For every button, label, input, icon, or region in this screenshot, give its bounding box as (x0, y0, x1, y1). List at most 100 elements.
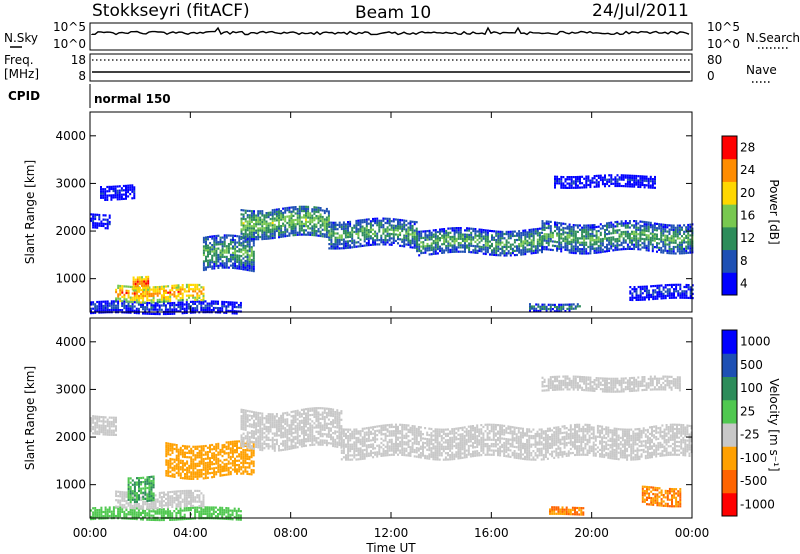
echo-cell (610, 223, 613, 226)
echo-cell (108, 304, 111, 307)
echo-cell (486, 233, 489, 236)
echo-cell (468, 235, 471, 239)
echo-cell (643, 177, 646, 180)
echo-cell (273, 211, 276, 214)
echo-cell (298, 212, 301, 215)
echo-cell (236, 254, 239, 257)
echo-cell (225, 467, 228, 470)
echo-cell (94, 517, 97, 520)
echo-cell (231, 307, 234, 311)
echo-cell (576, 175, 579, 179)
echo-cell (489, 240, 491, 243)
echo-cell (177, 459, 180, 462)
echo-cell (342, 225, 345, 228)
echo-cell (392, 218, 395, 221)
echo-cell (237, 518, 240, 521)
echo-cell (635, 296, 638, 299)
echo-cell (649, 241, 652, 244)
echo-cell (132, 280, 135, 283)
echo-cell (491, 251, 493, 254)
echo-cell (108, 431, 111, 434)
echo-cell (658, 246, 661, 249)
echo-cell (639, 248, 642, 251)
echo-cell (520, 242, 523, 245)
echo-cell (234, 247, 237, 250)
echo-cell (219, 470, 222, 473)
echo-cell (184, 453, 186, 456)
echo-cell (152, 312, 155, 315)
echo-cell (652, 297, 655, 301)
echo-cell (225, 511, 228, 514)
echo-cell (554, 182, 556, 185)
echo-cell (497, 237, 500, 240)
echo-cell (560, 241, 563, 244)
echo-cell (334, 238, 337, 242)
echo-cell (673, 294, 675, 297)
echo-cell (445, 232, 448, 235)
echo-cell (595, 247, 598, 250)
echo-cell (290, 210, 293, 213)
echo-cell (117, 514, 120, 518)
echo-cell (211, 463, 214, 466)
echo-cell (426, 238, 429, 241)
echo-cell (119, 510, 122, 513)
echo-cell (144, 497, 147, 501)
echo-cell (144, 301, 147, 304)
echo-cell (347, 240, 349, 243)
echo-cell (641, 296, 644, 299)
echo-cell (363, 233, 366, 236)
echo-cell (570, 305, 573, 308)
echo-cell (119, 515, 122, 518)
echo-cell (207, 263, 209, 267)
echo-cell (643, 233, 646, 236)
echo-cell (190, 464, 193, 468)
echo-cell (407, 237, 410, 240)
echo-cell (204, 472, 207, 475)
echo-cell (104, 424, 107, 428)
echo-cell (522, 244, 525, 247)
echo-cell (626, 174, 629, 177)
echo-cell (215, 460, 218, 463)
echo-cell (225, 509, 228, 512)
echo-cell (369, 226, 372, 229)
echo-cell (232, 245, 234, 248)
echo-cell (150, 497, 153, 500)
echo-cell (179, 505, 182, 508)
echo-cell (466, 246, 468, 249)
echo-cell (568, 182, 571, 185)
echo-cell (363, 218, 366, 221)
echo-cell (593, 241, 596, 244)
echo-cell (660, 293, 663, 296)
echo-cell (138, 498, 140, 501)
echo-cell (206, 308, 209, 312)
echo-cell (96, 213, 99, 216)
echo-cell (620, 233, 623, 236)
echo-cell (418, 232, 421, 235)
echo-cell (194, 288, 197, 291)
echo-cell (470, 238, 473, 241)
echo-cell (112, 512, 115, 515)
echo-cell (290, 232, 293, 235)
echo-cell (325, 227, 328, 230)
echo-cell (631, 298, 634, 302)
echo-cell (497, 232, 500, 235)
echo-cell (135, 518, 138, 521)
echo-cell (154, 302, 157, 305)
echo-cell (416, 247, 419, 251)
echo-cell (252, 255, 255, 258)
echo-cell (106, 425, 109, 428)
echo-cell (186, 471, 189, 474)
echo-cell (145, 284, 148, 287)
echo-cell (179, 474, 182, 477)
echo-cell (179, 509, 182, 512)
echo-cell (129, 307, 132, 310)
echo-cell (558, 178, 561, 181)
echo-cell (606, 237, 608, 240)
echo-cell (104, 506, 107, 509)
echo-cell (330, 234, 333, 237)
echo-cell (670, 228, 673, 231)
echo-cell (196, 477, 199, 480)
echo-cell (668, 237, 671, 240)
echo-cell (687, 241, 690, 244)
echo-cell (152, 288, 155, 291)
